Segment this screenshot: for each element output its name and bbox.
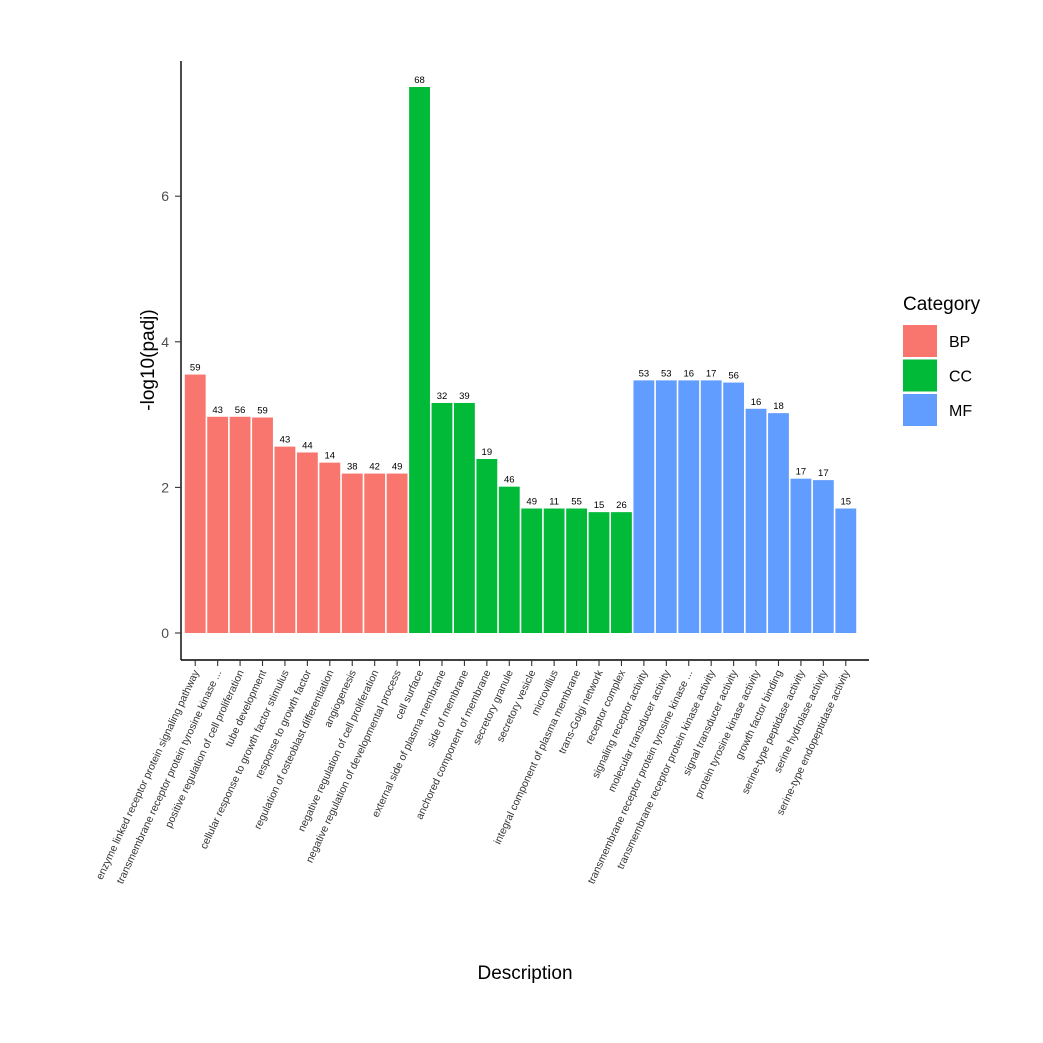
count-label-7: 14 bbox=[325, 451, 336, 462]
count-label-17: 11 bbox=[549, 497, 559, 508]
bar-2 bbox=[207, 416, 229, 633]
bar-22 bbox=[655, 380, 677, 633]
legend-swatch-mf bbox=[903, 394, 937, 426]
bar-12 bbox=[431, 402, 453, 633]
bar-14 bbox=[476, 459, 498, 633]
count-label-29: 17 bbox=[818, 468, 829, 479]
bar-25 bbox=[723, 382, 745, 633]
legend-swatch-bp bbox=[903, 325, 937, 357]
count-label-3: 56 bbox=[235, 405, 246, 416]
bar-11 bbox=[409, 87, 430, 633]
legend: Category BP CC MF bbox=[903, 294, 981, 426]
legend-swatch-cc bbox=[903, 359, 937, 392]
count-label-24: 17 bbox=[706, 368, 717, 379]
count-label-8: 38 bbox=[347, 462, 358, 473]
bar-15 bbox=[498, 486, 520, 633]
bar-5 bbox=[274, 446, 296, 633]
bar-18 bbox=[566, 508, 587, 633]
count-label-5: 43 bbox=[280, 435, 291, 446]
bar-3 bbox=[229, 416, 251, 633]
legend-label-bp: BP bbox=[949, 334, 970, 351]
bar-23 bbox=[678, 380, 700, 633]
x-axis-title: Description bbox=[477, 963, 572, 984]
count-label-16: 49 bbox=[526, 497, 537, 508]
bar-4 bbox=[252, 417, 273, 633]
bar-10 bbox=[386, 473, 408, 633]
count-label-11: 68 bbox=[414, 75, 425, 86]
bar-26 bbox=[745, 408, 767, 633]
bar-9 bbox=[364, 473, 386, 633]
y-tick-label-1: 0 bbox=[161, 625, 169, 641]
bar-16 bbox=[521, 508, 543, 633]
count-label-1: 59 bbox=[190, 363, 201, 374]
bar-7 bbox=[319, 462, 341, 633]
bar-6 bbox=[296, 452, 318, 633]
bar-28 bbox=[790, 478, 812, 633]
bar-8 bbox=[341, 473, 363, 633]
bar-20 bbox=[611, 512, 632, 633]
count-label-25: 56 bbox=[728, 371, 739, 382]
x-tick-labels-group: enzyme linked receptor protein signaling… bbox=[94, 668, 853, 886]
bar-1 bbox=[184, 374, 206, 633]
count-label-6: 44 bbox=[302, 440, 313, 451]
count-label-21: 53 bbox=[639, 368, 650, 379]
count-label-19: 15 bbox=[594, 500, 605, 511]
bar-24 bbox=[700, 380, 722, 633]
count-label-9: 42 bbox=[369, 462, 380, 473]
count-label-28: 17 bbox=[796, 467, 807, 478]
bar-13 bbox=[454, 402, 475, 633]
x-ticks-group bbox=[194, 660, 847, 666]
count-label-18: 55 bbox=[571, 497, 582, 508]
count-label-30: 15 bbox=[840, 497, 851, 508]
count-label-13: 39 bbox=[459, 391, 470, 402]
count-label-14: 19 bbox=[482, 447, 493, 458]
count-label-22: 53 bbox=[661, 368, 672, 379]
bar-17 bbox=[543, 508, 565, 633]
count-label-23: 16 bbox=[683, 368, 694, 379]
count-label-12: 32 bbox=[437, 391, 448, 402]
bar-21 bbox=[633, 380, 655, 633]
count-label-26: 16 bbox=[751, 397, 762, 408]
bars-group bbox=[184, 87, 857, 633]
legend-title: Category bbox=[903, 294, 981, 315]
count-label-15: 46 bbox=[504, 475, 515, 486]
y-tick-label-4: 6 bbox=[161, 188, 169, 204]
count-labels-group: 59 43 56 59 43 44 14 38 42 49 68 32 39 19 46 49 11 55 15 26… bbox=[190, 75, 851, 511]
bar-29 bbox=[812, 480, 834, 633]
count-label-27: 18 bbox=[773, 401, 784, 412]
count-label-10: 49 bbox=[392, 462, 403, 473]
count-label-4: 59 bbox=[257, 406, 268, 417]
y-axis-title: -log10(padj) bbox=[138, 309, 159, 410]
count-label-20: 26 bbox=[616, 500, 627, 511]
count-label-2: 43 bbox=[212, 405, 223, 416]
y-tick-label-3: 4 bbox=[161, 334, 169, 350]
bar-19 bbox=[588, 512, 610, 633]
x-tick-label-2: transmembrane receptor protein tyrosine … bbox=[114, 668, 224, 886]
y-ticks-group: 0 2 4 6 bbox=[161, 188, 181, 641]
y-tick-label-2: 2 bbox=[161, 479, 169, 495]
bar-27 bbox=[768, 413, 789, 633]
legend-label-mf: MF bbox=[949, 403, 972, 420]
legend-label-cc: CC bbox=[949, 369, 972, 386]
bar-30 bbox=[835, 508, 857, 633]
legend-items: BP CC MF bbox=[903, 325, 972, 426]
